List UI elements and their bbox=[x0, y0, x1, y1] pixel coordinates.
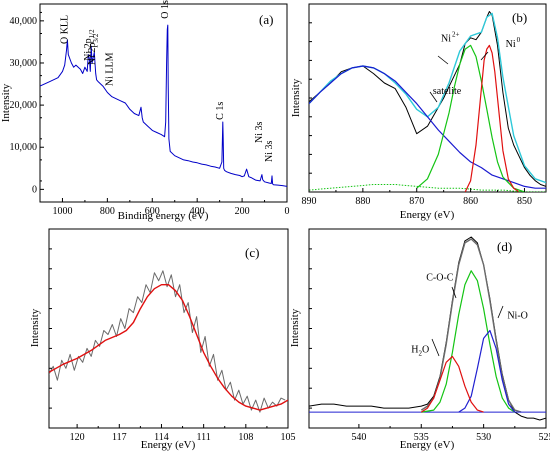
x-axis-title: Binding energy (eV) bbox=[118, 210, 209, 222]
annotation-label: Ni2+ bbox=[441, 31, 460, 45]
panel-label: (b) bbox=[512, 10, 527, 25]
annotation-label: Ni-O bbox=[507, 311, 528, 322]
series-line-raw bbox=[49, 270, 286, 413]
annotation-label: H2O bbox=[411, 344, 429, 357]
chart-marks bbox=[49, 270, 288, 413]
series-line-coc bbox=[421, 270, 516, 413]
x-tick-label: 105 bbox=[281, 432, 296, 443]
annotation-label: Ni 2p3/2 bbox=[87, 33, 100, 65]
x-tick-label: 0 bbox=[285, 206, 290, 217]
x-axis-title: Energy (eV) bbox=[400, 439, 455, 451]
series-line-ni2 bbox=[416, 44, 525, 192]
y-axis-title: Intensity bbox=[0, 83, 12, 122]
x-tick-label: 114 bbox=[154, 432, 169, 443]
chart-marks: C-O-C Ni-O H2O bbox=[309, 236, 546, 421]
annotation-label: Ni 3s bbox=[264, 140, 275, 162]
x-tick-label: 870 bbox=[409, 196, 424, 207]
panel-label: (d) bbox=[497, 239, 512, 254]
panel-d-o1s-spectrum: C-O-C Ni-O H2O 540 535 530 525 (d) Energy (eV… bbox=[289, 228, 550, 451]
chart-marks: Ni2+ Ni0 satelite bbox=[309, 11, 546, 192]
y-axis-title: Intensity bbox=[289, 308, 301, 347]
x-tick-label: 1000 bbox=[52, 206, 72, 217]
series-line-h2o bbox=[420, 355, 484, 413]
x-tick-label: 540 bbox=[351, 432, 366, 443]
annotation-arrow bbox=[497, 305, 504, 319]
x-axis-title: Energy (eV) bbox=[141, 439, 196, 451]
x-tick-label: 890 bbox=[302, 196, 317, 207]
annotation-label: Ni LLM bbox=[104, 52, 115, 86]
x-tick-label: 525 bbox=[539, 432, 550, 443]
axis-ticks: 1000 800 600 400 200 0 0 10,000 20,000 30,000 40,0… bbox=[10, 11, 290, 217]
series-line-ni0 bbox=[464, 44, 520, 192]
x-tick-label: 860 bbox=[463, 196, 478, 207]
annotation-label: Ni0 bbox=[506, 36, 521, 50]
annotation-label: O 1s bbox=[160, 0, 171, 19]
series-line-baseline bbox=[309, 184, 546, 192]
x-tick-label: 800 bbox=[100, 206, 115, 217]
x-tick-label: 880 bbox=[355, 196, 370, 207]
y-tick-label: 20,000 bbox=[10, 100, 38, 111]
x-tick-label: 108 bbox=[238, 432, 253, 443]
annotation-arrow bbox=[437, 55, 449, 65]
panel-c-ni3p-spectrum: 120 117 114 111 108 105 (c) Energy (eV) Inten… bbox=[29, 228, 296, 451]
panel-a-survey-spectrum: O KLL Ni 2p1/2Ni 2p3/2 Ni LLM O 1s C 1s Ni 3s… bbox=[0, 0, 290, 222]
y-tick-label: 40,000 bbox=[10, 16, 38, 27]
annotation-arrow bbox=[429, 91, 438, 103]
axis-ticks: 120 117 114 111 108 105 bbox=[49, 248, 296, 443]
annotation-label: O KLL bbox=[59, 15, 70, 44]
x-tick-label: 535 bbox=[414, 432, 429, 443]
series-line-survey bbox=[40, 24, 287, 187]
x-tick-label: 400 bbox=[190, 206, 205, 217]
panel-label: (a) bbox=[259, 12, 273, 27]
chart-marks: O KLL Ni 2p1/2Ni 2p3/2 Ni LLM O 1s C 1s Ni 3s… bbox=[40, 0, 287, 187]
y-tick-label: 30,000 bbox=[10, 58, 38, 69]
axis-ticks: 890 880 870 860 850 bbox=[302, 22, 532, 207]
annotation-label: Ni 2p1/2 bbox=[83, 29, 96, 61]
panel-label: (c) bbox=[245, 245, 259, 260]
axis-ticks: 540 535 530 525 bbox=[309, 248, 550, 443]
panel-b-ni2p-spectrum: Ni2+ Ni0 satelite 890 880 870 860 850 (b) Ener… bbox=[290, 3, 547, 221]
annotation-arrow bbox=[451, 286, 457, 299]
annotation-label: C 1s bbox=[215, 102, 226, 120]
series-line-fit bbox=[49, 284, 288, 411]
x-tick-label: 530 bbox=[476, 432, 491, 443]
annotation-arrow bbox=[480, 51, 489, 61]
plot-frame bbox=[39, 3, 288, 203]
series-line-nio bbox=[458, 329, 516, 413]
y-tick-label: 0 bbox=[32, 184, 37, 195]
x-tick-label: 850 bbox=[517, 196, 532, 207]
x-tick-label: 120 bbox=[70, 432, 85, 443]
annotation-label: Ni 3s bbox=[254, 122, 265, 144]
y-tick-label: 10,000 bbox=[10, 142, 38, 153]
annotation-label: C-O-C bbox=[426, 273, 454, 284]
x-tick-label: 111 bbox=[197, 432, 211, 443]
annotation-label: satelite bbox=[433, 86, 462, 97]
x-tick-label: 600 bbox=[145, 206, 160, 217]
y-axis-title: Intensity bbox=[29, 308, 41, 347]
x-axis-title: Energy (eV) bbox=[400, 209, 455, 221]
x-tick-label: 117 bbox=[112, 432, 127, 443]
annotation-arrow bbox=[431, 338, 440, 357]
x-tick-label: 200 bbox=[235, 206, 250, 217]
y-axis-title: Intensity bbox=[290, 78, 302, 117]
